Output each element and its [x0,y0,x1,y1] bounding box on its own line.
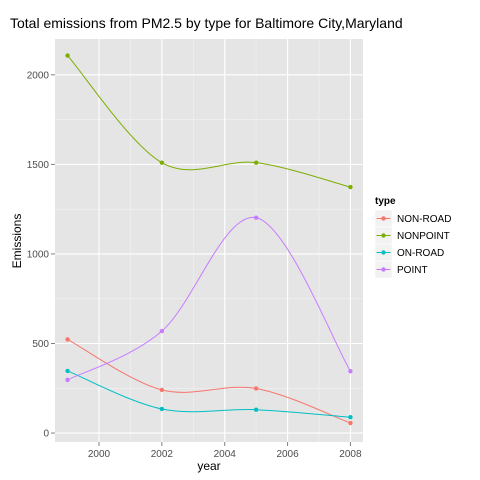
data-point-point [348,369,353,374]
legend-label-point: POINT [397,265,428,276]
series-line-point [67,217,351,381]
y-axis-title: Emissions [10,214,24,269]
data-point-on-road [348,415,353,420]
x-tick-label: 2006 [276,449,299,460]
data-point-point [253,215,259,220]
data-point-nonpoint [253,160,259,165]
x-tick-label: 2002 [151,449,174,460]
grid-major [55,39,363,442]
x-axis-title: year [197,459,220,473]
series-lines [67,55,351,424]
y-tick-label: 2000 [27,70,50,81]
legend-label-on-road: ON-ROAD [397,248,444,259]
legend-label-nonpoint: NONPOINT [397,231,450,242]
data-point-non-road [253,386,259,391]
y-tick-label: 0 [43,429,49,440]
x-tick-label: 2008 [339,449,362,460]
grid-minor [55,39,363,442]
chart-title: Total emissions from PM2.5 by type for B… [10,15,403,31]
data-point-non-road [65,337,70,342]
series-line-on-road [67,370,351,418]
data-point-on-road [159,406,165,412]
y-tick-label: 500 [32,339,49,350]
data-point-non-road [348,420,353,426]
legend-title: type [375,196,396,207]
data-point-nonpoint [159,160,165,165]
y-axis: 0 500 1000 1500 2000 [27,70,55,440]
data-point-non-road [159,387,165,393]
data-point-nonpoint [348,184,353,190]
legend-label-non-road: NON-ROAD [397,214,451,225]
y-tick-label: 1000 [27,249,50,260]
data-point-on-road [253,407,259,412]
legend: type NON-ROAD NONPOINT ON-ROAD POINT [374,196,451,279]
series-line-nonpoint [67,55,351,188]
legend-key-point-nonpoint [381,233,386,238]
x-tick-label: 2004 [214,449,237,460]
legend-key-point-non-road [381,216,386,221]
y-tick-label: 1500 [27,160,50,171]
data-point-point [65,377,70,383]
x-tick-label: 2000 [88,449,111,460]
series-points [65,53,353,426]
legend-key-point-point [381,267,386,272]
series-line-non-road [67,338,351,424]
data-point-point [159,328,165,334]
data-point-on-road [65,368,70,374]
x-axis: 2000 2002 2004 2006 2008 [88,442,362,460]
data-point-nonpoint [65,53,70,58]
legend-key-point-on-road [381,250,386,255]
